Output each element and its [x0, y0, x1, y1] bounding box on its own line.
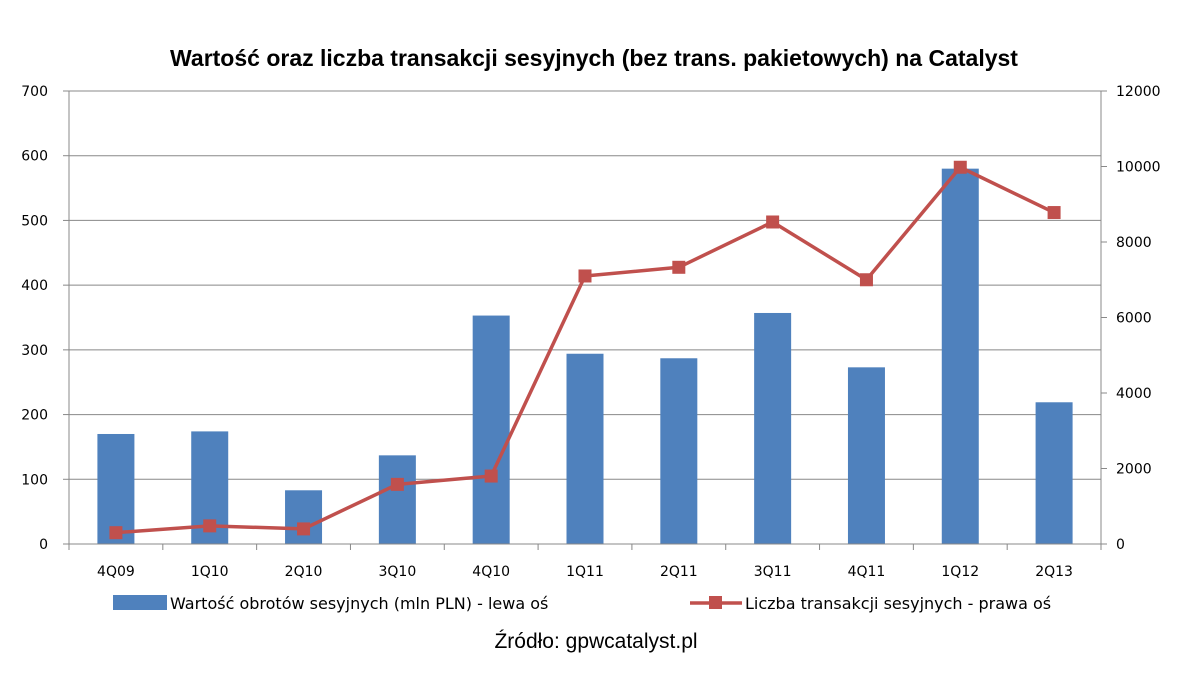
left-axis-tick-label: 100: [21, 472, 48, 488]
axes: 0 100 200 300 400 500 600 700 0 2000 4000 6000 8000 1…: [21, 84, 1160, 580]
line-series: [109, 160, 1061, 540]
x-axis-tick-label: 2Q11: [660, 564, 698, 580]
right-axis-tick-label: 8000: [1116, 235, 1152, 251]
line-marker: [1047, 206, 1061, 220]
x-axis-tick-label: 2Q13: [1035, 564, 1073, 580]
line-marker: [297, 522, 311, 536]
bar-series: [97, 168, 1073, 544]
right-axis-tick-label: 0: [1116, 537, 1125, 553]
line-marker: [672, 260, 686, 274]
x-axis-tick-label: 4Q11: [848, 564, 886, 580]
line-marker: [953, 160, 967, 174]
right-axis-tick-label: 10000: [1116, 160, 1161, 176]
left-axis-tick-label: 0: [39, 537, 48, 553]
bar: [566, 353, 604, 544]
left-axis-tick-label: 300: [21, 343, 48, 359]
bar: [1035, 402, 1073, 544]
line-marker: [390, 477, 404, 491]
x-axis-tick-label: 1Q10: [191, 564, 229, 580]
left-axis-tick-label: 600: [21, 149, 48, 165]
x-axis-tick-label: 4Q09: [97, 564, 135, 580]
bar: [472, 315, 510, 544]
x-axis-tick-label: 1Q12: [941, 564, 979, 580]
bar: [941, 168, 979, 544]
bar: [285, 490, 323, 544]
legend-bar-swatch: [113, 595, 167, 610]
right-axis-tick-label: 2000: [1116, 462, 1152, 478]
right-axis-tick-label: 6000: [1116, 311, 1152, 327]
x-axis-tick-label: 3Q11: [754, 564, 792, 580]
x-axis-tick-label: 1Q11: [566, 564, 604, 580]
legend-line-marker: [709, 596, 722, 609]
chart-title: Wartość oraz liczba transakcji sesyjnych…: [170, 45, 1018, 71]
gridlines: [69, 90, 1101, 480]
line-marker: [859, 273, 873, 287]
line-marker: [484, 469, 498, 483]
line-marker: [578, 269, 592, 283]
legend: Wartość obrotów sesyjnych (mln PLN) - le…: [113, 594, 1051, 613]
left-axis-tick-label: 400: [21, 278, 48, 294]
left-axis-tick-label: 200: [21, 408, 48, 424]
legend-line-label: Liczba transakcji sesyjnych - prawa oś: [745, 594, 1051, 613]
x-axis-tick-label: 4Q10: [472, 564, 510, 580]
line-marker: [109, 526, 123, 540]
line-marker: [766, 215, 780, 229]
line-marker: [203, 519, 217, 533]
left-axis-tick-label: 700: [21, 84, 48, 100]
bar: [847, 367, 885, 544]
bar: [97, 433, 135, 544]
bar: [754, 312, 792, 544]
source-note: Źródło: gpwcatalyst.pl: [494, 630, 697, 653]
x-axis-tick-label: 3Q10: [378, 564, 416, 580]
bar: [660, 358, 698, 544]
legend-bar-label: Wartość obrotów sesyjnych (mln PLN) - le…: [170, 594, 548, 613]
left-axis-tick-label: 500: [21, 213, 48, 229]
bar: [378, 455, 416, 544]
x-axis-tick-label: 2Q10: [285, 564, 323, 580]
right-axis-tick-label: 4000: [1116, 386, 1152, 402]
right-axis-tick-label: 12000: [1116, 84, 1161, 100]
